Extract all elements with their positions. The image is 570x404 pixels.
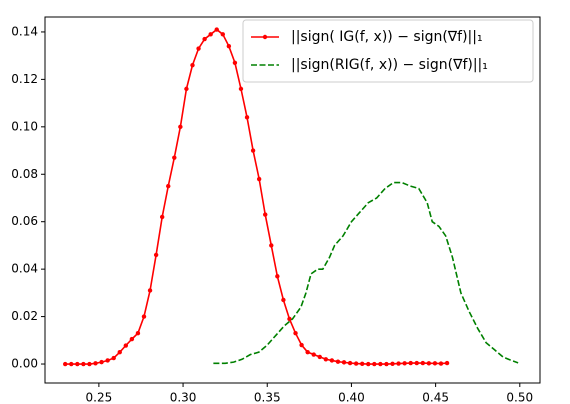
point xyxy=(444,360,450,366)
y-tick-label: 0.08 xyxy=(11,167,38,181)
point xyxy=(329,358,335,363)
point xyxy=(123,343,129,348)
point xyxy=(220,32,225,37)
point xyxy=(196,46,201,51)
point xyxy=(75,361,80,367)
legend-box xyxy=(242,19,534,83)
point xyxy=(250,148,256,153)
point xyxy=(317,354,322,360)
point xyxy=(117,349,122,355)
x-tick-label: 0.30 xyxy=(170,391,197,404)
point xyxy=(402,361,407,366)
point xyxy=(281,297,286,303)
x-tick-label: 0.50 xyxy=(506,391,533,404)
point xyxy=(287,316,292,322)
point xyxy=(263,212,268,217)
point xyxy=(111,355,116,361)
point xyxy=(202,36,207,42)
y-tick-label: 0.04 xyxy=(11,262,38,276)
point xyxy=(172,155,177,160)
point xyxy=(323,357,329,362)
y-tick-label: 0.02 xyxy=(11,309,38,323)
point xyxy=(275,274,280,279)
point xyxy=(129,336,135,342)
point xyxy=(232,60,238,65)
point xyxy=(99,359,104,365)
point xyxy=(147,288,153,293)
point xyxy=(178,124,183,130)
x-tick-label: 0.45 xyxy=(422,391,449,404)
point xyxy=(438,361,444,366)
point xyxy=(305,349,310,355)
point xyxy=(208,32,213,37)
legend-label: ||sign(RIG(f, x)) − sign(∇f)||₁ xyxy=(291,57,488,73)
point xyxy=(360,361,365,366)
plot-frame xyxy=(44,16,541,384)
point xyxy=(69,361,74,367)
point xyxy=(269,243,274,248)
point xyxy=(293,330,298,336)
point xyxy=(81,361,86,367)
point xyxy=(105,358,110,363)
point xyxy=(366,361,371,367)
point xyxy=(184,86,189,92)
point xyxy=(432,361,438,366)
point xyxy=(93,361,98,366)
point xyxy=(347,360,353,366)
y-tick-label: 0.00 xyxy=(11,357,38,371)
point xyxy=(420,360,426,366)
point xyxy=(63,361,68,367)
point xyxy=(408,360,413,366)
point xyxy=(311,352,316,357)
point xyxy=(335,359,341,364)
point xyxy=(372,361,377,367)
x-tick-label: 0.40 xyxy=(338,391,365,404)
point xyxy=(190,62,195,68)
x-tick-label: 0.25 xyxy=(86,391,113,404)
point xyxy=(214,27,219,32)
point xyxy=(153,252,159,258)
point xyxy=(384,361,389,367)
point xyxy=(414,360,419,366)
legend-label: ||sign( IG(f, x)) − sign(∇f)||₁ xyxy=(291,29,483,45)
point xyxy=(378,361,383,367)
legend-marker xyxy=(262,34,268,40)
y-tick-label: 0.12 xyxy=(11,72,38,86)
x-tick-label: 0.35 xyxy=(254,391,281,404)
point xyxy=(244,115,250,120)
point xyxy=(396,361,401,366)
y-tick-label: 0.06 xyxy=(11,214,38,228)
point xyxy=(166,183,171,189)
point xyxy=(159,214,165,220)
point xyxy=(226,43,232,49)
point xyxy=(299,342,304,348)
point xyxy=(87,361,92,367)
series-line xyxy=(65,28,448,365)
series-line xyxy=(213,181,519,365)
point xyxy=(426,361,432,366)
point xyxy=(141,314,147,319)
y-tick-label: 0.10 xyxy=(11,119,38,133)
point xyxy=(390,361,395,366)
point xyxy=(135,330,141,336)
point xyxy=(238,86,244,92)
point xyxy=(256,176,262,182)
point xyxy=(353,361,359,366)
point xyxy=(341,360,347,365)
y-tick-label: 0.14 xyxy=(11,24,38,38)
